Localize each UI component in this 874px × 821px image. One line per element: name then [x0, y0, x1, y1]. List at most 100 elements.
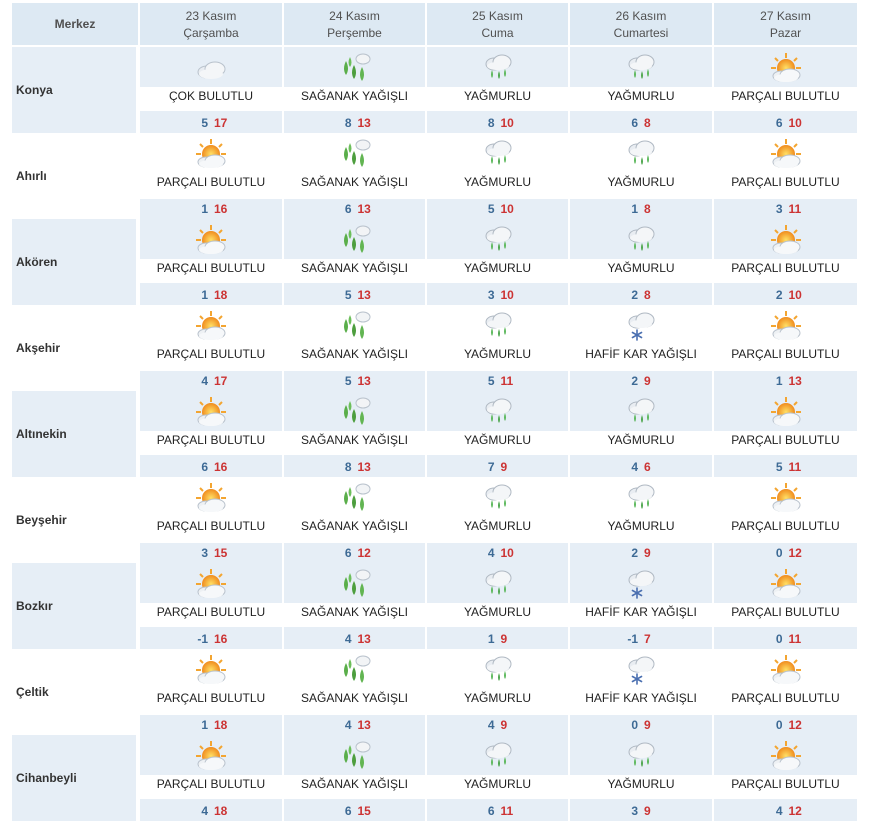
condition-label: ÇOK BULUTLU: [168, 89, 254, 103]
condition-band: [714, 775, 857, 799]
city-name[interactable]: Altınekin: [12, 391, 136, 477]
max-temp: 15: [357, 804, 371, 818]
forecast-cell: YAĞMURLU 5 10: [427, 133, 568, 219]
min-temp: 4: [631, 460, 638, 474]
rain-icon: [480, 653, 516, 689]
max-temp: 11: [788, 632, 802, 646]
min-temp: 5: [775, 460, 783, 474]
min-temp: 2: [631, 374, 638, 388]
partly-cloudy-icon: [768, 51, 804, 87]
condition-band: [427, 345, 568, 369]
condition-label: PARÇALI BULUTLU: [156, 605, 266, 619]
rain-icon: [623, 137, 659, 173]
forecast-cell: YAĞMURLU 3 10: [427, 219, 568, 305]
condition-band: [284, 689, 425, 713]
forecast-cell: PARÇALI BULUTLU 3 11: [714, 133, 857, 219]
condition-band: [570, 775, 712, 799]
condition-band: [427, 259, 568, 283]
min-temp: 2: [775, 288, 783, 302]
forecast-cell: YAĞMURLU 1 8: [570, 133, 712, 219]
max-temp: 16: [214, 460, 228, 474]
rain-icon: [480, 223, 516, 259]
condition-band: [714, 517, 857, 541]
forecast-cell: YAĞMURLU 1 9: [427, 563, 568, 649]
showers-icon: [337, 395, 373, 431]
min-temp: 4: [487, 718, 495, 732]
showers-icon: [337, 223, 373, 259]
city-name[interactable]: Beyşehir: [16, 513, 67, 527]
max-temp: 16: [214, 202, 228, 216]
max-temp: 17: [214, 374, 228, 388]
day-header: 25 Kasım Cuma: [427, 3, 568, 45]
condition-label: PARÇALI BULUTLU: [156, 175, 266, 189]
partly-cloudy-icon: [768, 395, 804, 431]
city-name[interactable]: Cihanbeyli: [12, 735, 136, 821]
day-date: 26 Kasım: [615, 9, 667, 23]
condition-label: YAĞMURLU: [463, 433, 532, 447]
forecast-cell: PARÇALI BULUTLU 1 16: [140, 133, 282, 219]
condition-label: SAĞANAK YAĞIŞLI: [301, 691, 408, 705]
min-temp: 4: [201, 804, 208, 818]
min-temp: 6: [487, 804, 495, 818]
city-name[interactable]: Akşehir: [16, 341, 61, 355]
forecast-cell: SAĞANAK YAĞIŞLI 6 13: [284, 133, 425, 219]
forecast-cell: PARÇALI BULUTLU 2 10: [714, 219, 857, 305]
rain-icon: [480, 739, 516, 775]
condition-band: [714, 87, 857, 111]
condition-band: [140, 173, 282, 197]
day-header: 24 Kasım Perşembe: [284, 3, 425, 45]
city-name[interactable]: Çeltik: [16, 685, 49, 699]
max-temp: 11: [788, 202, 802, 216]
condition-band: [427, 87, 568, 111]
light-snow-icon: [623, 567, 659, 603]
min-temp: 3: [775, 202, 783, 216]
temperature-range: 4 12: [714, 801, 857, 821]
forecast-cell: HAFİF KAR YAĞIŞLI 0 9: [570, 649, 712, 735]
condition-label: PARÇALI BULUTLU: [156, 519, 266, 533]
max-temp: 13: [357, 632, 371, 646]
max-temp: 13: [357, 288, 371, 302]
forecast-cell: PARÇALI BULUTLU 3 15: [140, 477, 282, 563]
partly-cloudy-icon: [193, 309, 229, 345]
forecast-cell: PARÇALI BULUTLU 4 18: [140, 735, 282, 821]
temperature-range: 1 16: [140, 199, 282, 219]
condition-label: PARÇALI BULUTLU: [731, 175, 840, 189]
max-temp: 10: [500, 116, 514, 130]
temperature-range: 5 11: [714, 457, 857, 477]
condition-band: [427, 603, 568, 627]
city-name[interactable]: Akören: [12, 219, 136, 305]
temperature-range: 8 13: [284, 457, 425, 477]
condition-band: [714, 603, 857, 627]
temperature-range: 6 11: [427, 801, 568, 821]
partly-cloudy-icon: [768, 567, 804, 603]
partly-cloudy-icon: [193, 137, 229, 173]
max-temp: 10: [788, 288, 802, 302]
day-date: 27 Kasım: [760, 9, 811, 23]
day-header: 26 Kasım Cumartesi: [570, 3, 712, 45]
rain-icon: [480, 567, 516, 603]
temperature-range: 6 12: [284, 543, 425, 563]
condition-band: [284, 775, 425, 799]
temperature-range: -1 16: [140, 629, 282, 649]
temperature-range: 0 12: [714, 543, 857, 563]
city-name[interactable]: Bozkır: [12, 563, 136, 649]
condition-band: [714, 689, 857, 713]
condition-label: YAĞMURLU: [463, 347, 532, 361]
condition-label: PARÇALI BULUTLU: [156, 691, 266, 705]
max-temp: 9: [500, 718, 508, 732]
temperature-range: 4 18: [140, 801, 282, 821]
partly-cloudy-icon: [193, 481, 229, 517]
city-name[interactable]: Konya: [12, 47, 136, 133]
min-temp: 3: [631, 804, 638, 818]
condition-band: [284, 173, 425, 197]
max-temp: 18: [214, 288, 228, 302]
city-name[interactable]: Ahırlı: [16, 169, 47, 183]
condition-band: [570, 173, 712, 197]
header-center-label: Merkez: [12, 3, 138, 45]
min-temp: 0: [775, 632, 783, 646]
day-weekday: Pazar: [769, 26, 802, 40]
